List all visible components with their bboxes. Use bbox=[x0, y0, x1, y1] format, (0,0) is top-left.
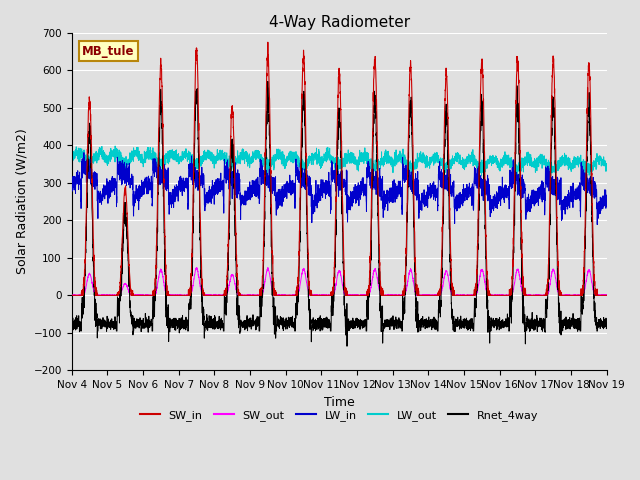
X-axis label: Time: Time bbox=[324, 396, 355, 408]
Text: MB_tule: MB_tule bbox=[83, 45, 135, 58]
Title: 4-Way Radiometer: 4-Way Radiometer bbox=[269, 15, 410, 30]
Legend: SW_in, SW_out, LW_in, LW_out, Rnet_4way: SW_in, SW_out, LW_in, LW_out, Rnet_4way bbox=[136, 406, 543, 426]
Y-axis label: Solar Radiation (W/m2): Solar Radiation (W/m2) bbox=[15, 129, 28, 275]
